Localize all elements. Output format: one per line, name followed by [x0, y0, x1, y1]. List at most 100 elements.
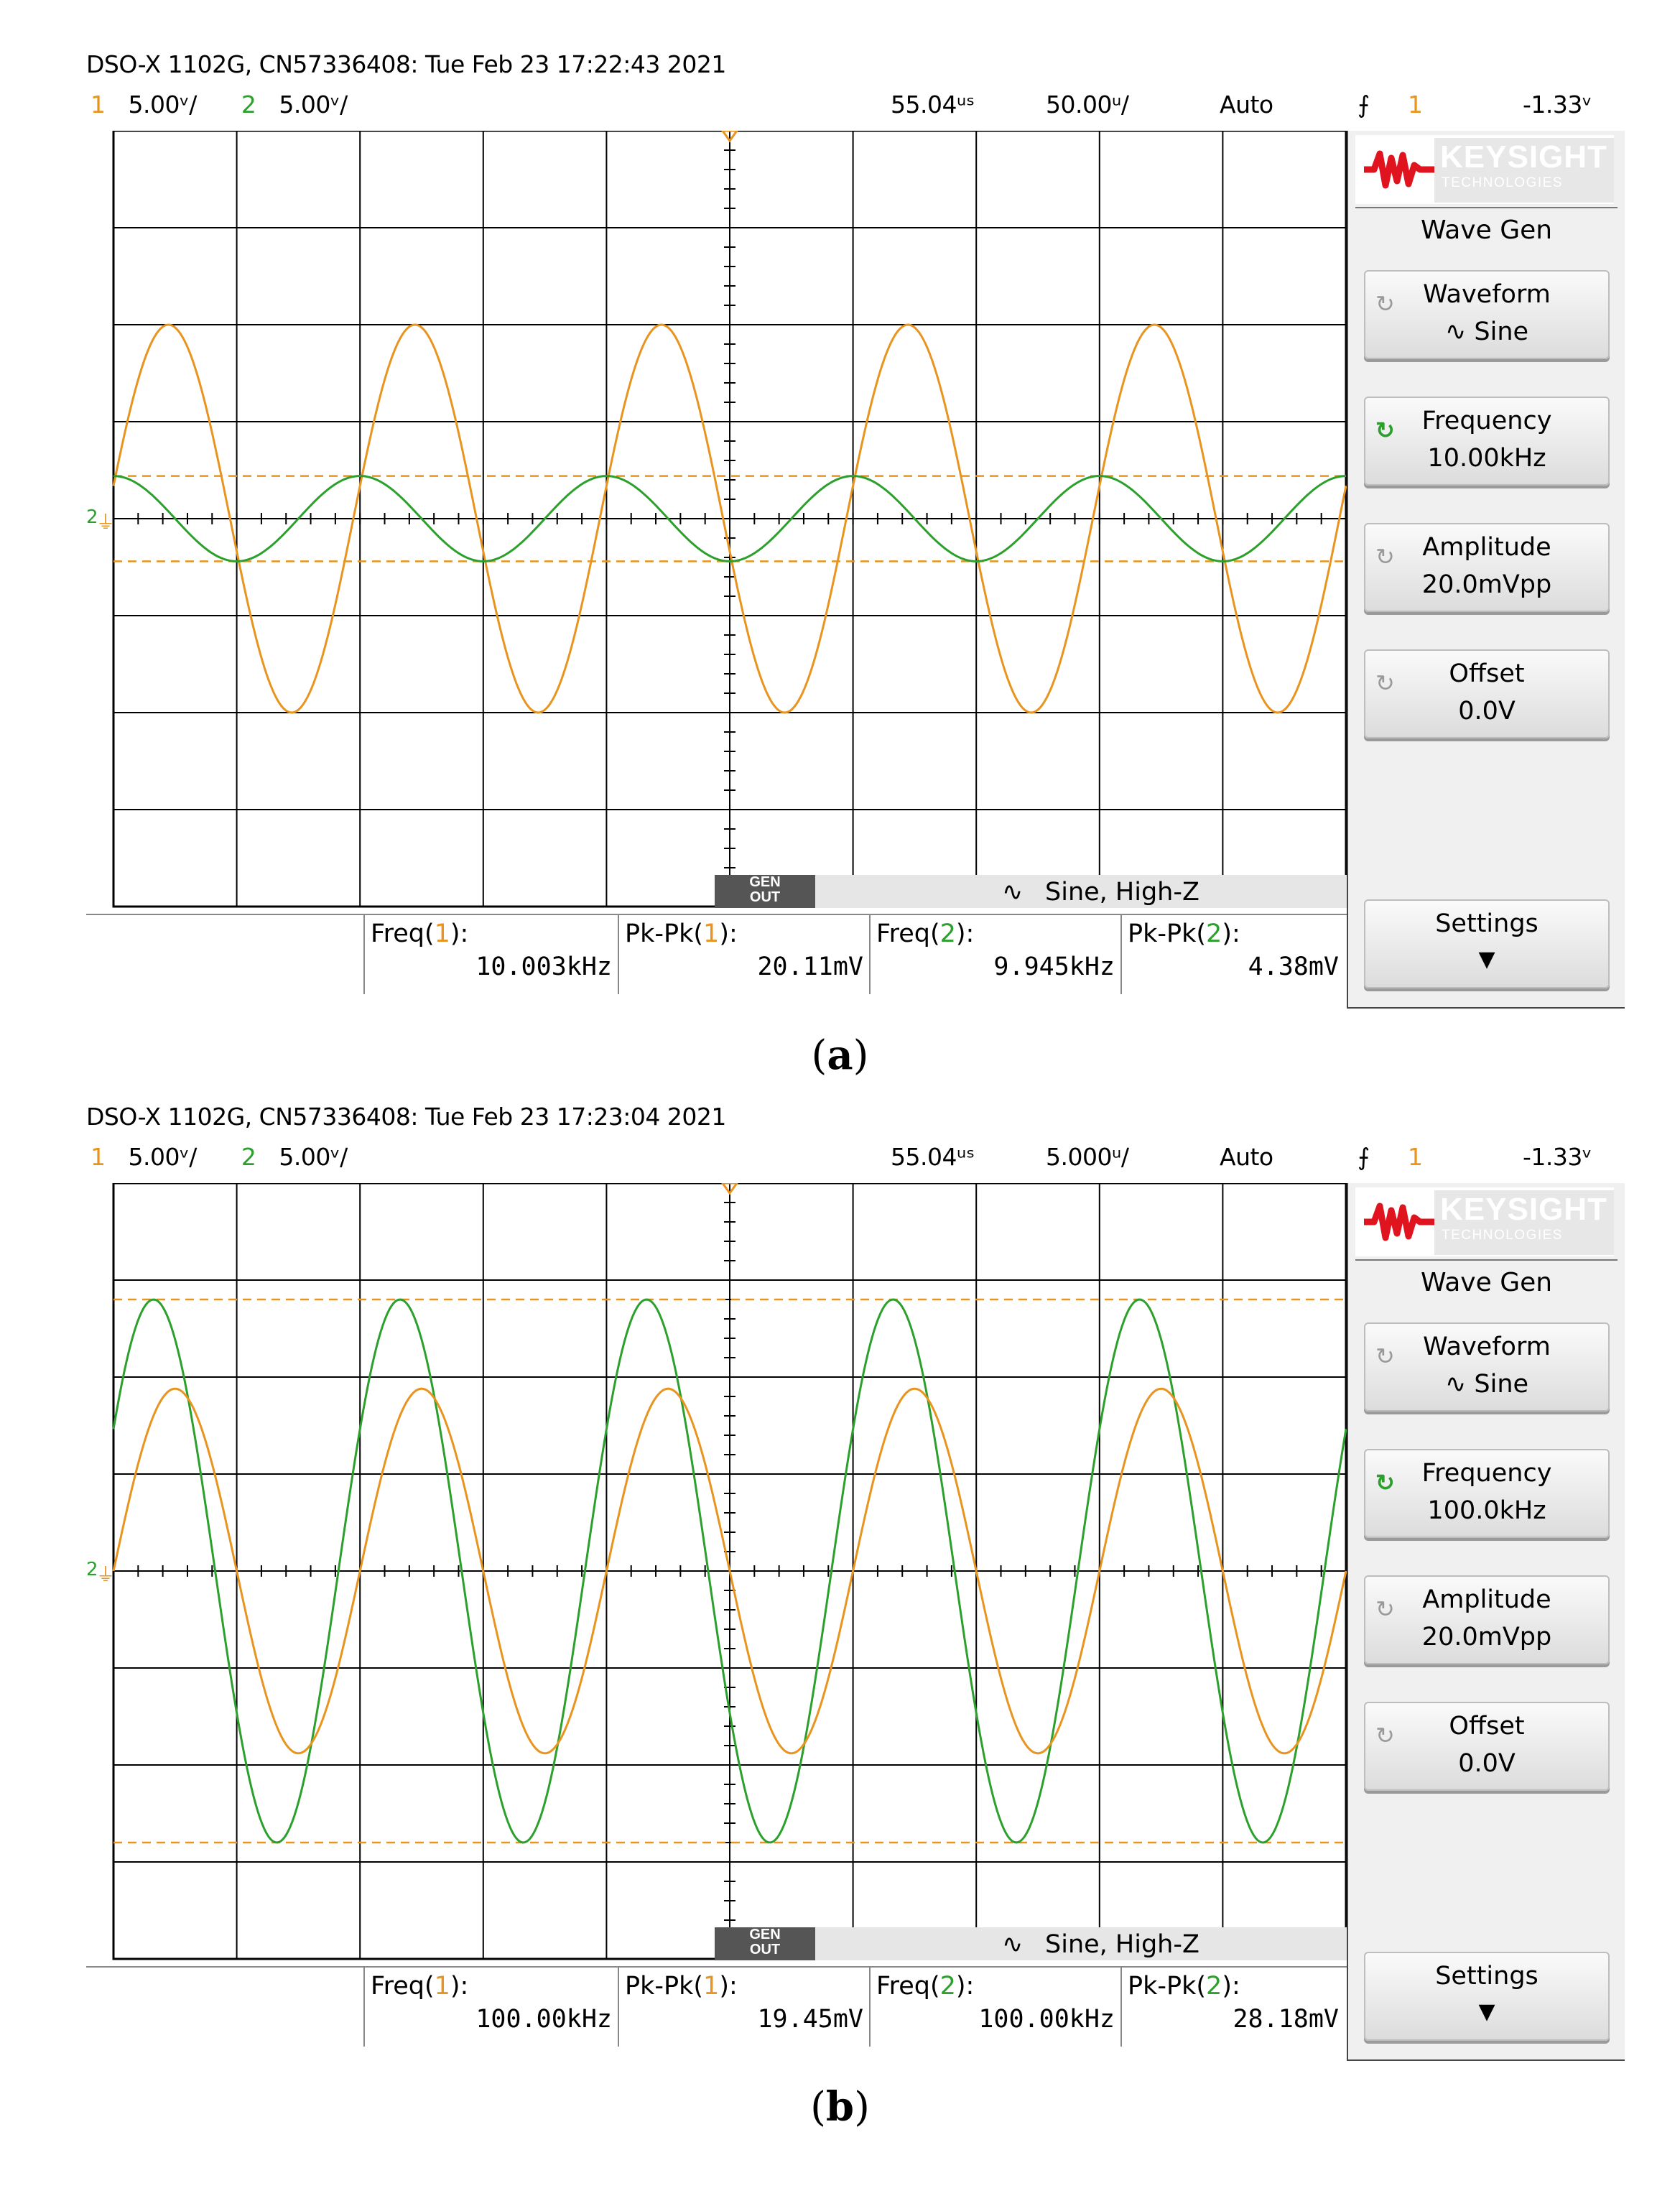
- divider: [869, 1968, 871, 2047]
- keysight-wave-icon: [1364, 1203, 1436, 1241]
- down-arrow-icon: ▼: [1478, 947, 1495, 972]
- softkey-offset[interactable]: ↻ Offset 0.0V: [1364, 649, 1610, 738]
- time-delay[interactable]: 55.04ᵘˢ: [891, 1143, 975, 1171]
- gen-out-badge: GEN OUT: [715, 1927, 815, 1960]
- softkey-amplitude[interactable]: ↻ Amplitude 20.0mVpp: [1364, 523, 1610, 612]
- trigger-position-marker: [721, 131, 738, 143]
- time-scale[interactable]: 50.00ᵘ/: [1046, 91, 1129, 119]
- divider: [363, 1968, 365, 2047]
- ch1-ground-marker: ⏚: [96, 512, 115, 534]
- waveform-display: 2⏚: [86, 1183, 1347, 1960]
- knob-active-icon: ↻: [1375, 417, 1395, 443]
- ch1-label[interactable]: 1: [91, 91, 106, 119]
- knob-active-icon: ↻: [1375, 1470, 1395, 1496]
- ch2-trace: [113, 475, 1347, 562]
- knob-icon: ↻: [1375, 1343, 1395, 1369]
- ch2-label[interactable]: 2: [241, 91, 256, 119]
- ch1-scale[interactable]: 5.00ᵛ/: [128, 1143, 198, 1171]
- ch1-label[interactable]: 1: [91, 1143, 106, 1171]
- meas-pkpk2-value: 28.18mV: [1233, 2005, 1339, 2034]
- meas-pkpk2-label: Pk-Pk(2):: [1128, 1972, 1240, 2001]
- down-arrow-icon: ▼: [1478, 1999, 1495, 2024]
- gen-status-text: Sine, High-Z: [1045, 1930, 1199, 1959]
- divider: [1120, 915, 1122, 994]
- divider: [618, 1968, 619, 2047]
- divider: [363, 915, 365, 994]
- gen-status-bar: ∿ Sine, High-Z: [815, 875, 1347, 908]
- meas-freq1-label: Freq(1):: [371, 1972, 469, 2001]
- sine-wave-icon: ∿: [1002, 1930, 1024, 1959]
- meas-freq1-value: 10.003kHz: [475, 953, 612, 981]
- sine-wave-icon: ∿: [1444, 318, 1475, 346]
- sine-wave-icon: ∿: [1444, 1370, 1475, 1399]
- knob-icon: ↻: [1375, 291, 1395, 317]
- knob-icon: ↻: [1375, 1723, 1395, 1748]
- ch2-ground-marker: 2: [86, 506, 98, 528]
- meas-pkpk1-value: 19.45mV: [757, 2005, 863, 2034]
- trigger-channel[interactable]: 1: [1408, 91, 1423, 119]
- ch1-scale[interactable]: 5.00ᵛ/: [128, 91, 198, 119]
- ch2-ground-marker: 2: [86, 1559, 98, 1580]
- figure-caption-b: (b): [810, 2083, 870, 2131]
- trigger-mode[interactable]: Auto: [1220, 91, 1273, 119]
- softkey-waveform[interactable]: ↻ Waveform ∿ Sine: [1364, 1322, 1610, 1412]
- divider: [618, 915, 619, 994]
- softkey-settings[interactable]: Settings ▼: [1364, 899, 1610, 988]
- meas-pkpk1-label: Pk-Pk(1):: [625, 1972, 738, 2001]
- device-title: DSO-X 1102G, CN57336408: Tue Feb 23 17:2…: [86, 1103, 726, 1131]
- keysight-wave-icon: [1364, 150, 1436, 189]
- trigger-edge-icon[interactable]: ⨍: [1358, 1143, 1370, 1171]
- trigger-channel[interactable]: 1: [1408, 1143, 1423, 1171]
- trigger-level[interactable]: -1.33ᵛ: [1523, 1143, 1592, 1171]
- scope-screen-a: DSO-X 1102G, CN57336408: Tue Feb 23 17:2…: [86, 50, 1625, 1009]
- panel-title: Wave Gen: [1420, 216, 1553, 245]
- meas-freq2-value: 100.00kHz: [978, 2005, 1115, 2034]
- trigger-level[interactable]: -1.33ᵛ: [1523, 91, 1592, 119]
- brand-logo: KEYSIGHT TECHNOLOGIES: [1355, 1187, 1614, 1256]
- meas-freq2-value: 9.945kHz: [993, 953, 1115, 981]
- scope-screen-b: DSO-X 1102G, CN57336408: Tue Feb 23 17:2…: [86, 1103, 1625, 2061]
- softkey-waveform[interactable]: ↻ Waveform ∿ Sine: [1364, 270, 1610, 359]
- brand-logo: KEYSIGHT TECHNOLOGIES: [1355, 135, 1614, 204]
- ch2-scale[interactable]: 5.00ᵛ/: [279, 91, 348, 119]
- trigger-edge-icon[interactable]: ⨍: [1358, 91, 1370, 119]
- gen-out-badge: GEN OUT: [715, 875, 815, 908]
- gen-status-text: Sine, High-Z: [1045, 878, 1199, 907]
- knob-icon: ↻: [1375, 670, 1395, 696]
- waveform-display: 2⏚: [86, 131, 1347, 908]
- softkey-frequency[interactable]: ↻ Frequency 10.00kHz: [1364, 397, 1610, 486]
- figure-caption-a: (a): [811, 1032, 869, 1079]
- meas-freq2-label: Freq(2):: [876, 1972, 975, 2001]
- softkey-amplitude[interactable]: ↻ Amplitude 20.0mVpp: [1364, 1575, 1610, 1664]
- device-title: DSO-X 1102G, CN57336408: Tue Feb 23 17:2…: [86, 50, 726, 78]
- divider: [869, 915, 871, 994]
- ch2-trace: [112, 1298, 1347, 1844]
- ch1-trace: [112, 323, 1347, 714]
- softkey-frequency[interactable]: ↻ Frequency 100.0kHz: [1364, 1449, 1610, 1538]
- meas-pkpk1-label: Pk-Pk(1):: [625, 919, 738, 948]
- sine-wave-icon: ∿: [1002, 878, 1024, 907]
- divider: [86, 914, 1347, 915]
- time-delay[interactable]: 55.04ᵘˢ: [891, 91, 975, 119]
- meas-freq1-label: Freq(1):: [371, 919, 469, 948]
- meas-pkpk1-value: 20.11mV: [757, 953, 863, 981]
- ch2-scale[interactable]: 5.00ᵛ/: [279, 1143, 348, 1171]
- time-scale[interactable]: 5.000ᵘ/: [1046, 1143, 1129, 1171]
- panel-title: Wave Gen: [1420, 1268, 1553, 1297]
- meas-freq1-value: 100.00kHz: [475, 2005, 612, 2034]
- ch2-label[interactable]: 2: [241, 1143, 256, 1171]
- meas-freq2-label: Freq(2):: [876, 919, 975, 948]
- ch1-ground-marker: ⏚: [96, 1565, 115, 1586]
- softkey-settings[interactable]: Settings ▼: [1364, 1952, 1610, 2041]
- ch1-trace: [112, 1387, 1347, 1755]
- meas-pkpk2-value: 4.38mV: [1248, 953, 1339, 981]
- trigger-position-marker: [721, 1183, 738, 1195]
- trigger-mode[interactable]: Auto: [1220, 1143, 1273, 1171]
- gen-status-bar: ∿ Sine, High-Z: [815, 1927, 1347, 1960]
- wavegen-softkey-panel: KEYSIGHT TECHNOLOGIES Wave Gen ↻ Wavefor…: [1347, 131, 1625, 1009]
- knob-icon: ↻: [1375, 1596, 1395, 1622]
- knob-icon: ↻: [1375, 544, 1395, 570]
- wavegen-softkey-panel: KEYSIGHT TECHNOLOGIES Wave Gen ↻ Wavefor…: [1347, 1183, 1625, 2061]
- meas-pkpk2-label: Pk-Pk(2):: [1128, 919, 1240, 948]
- softkey-offset[interactable]: ↻ Offset 0.0V: [1364, 1702, 1610, 1791]
